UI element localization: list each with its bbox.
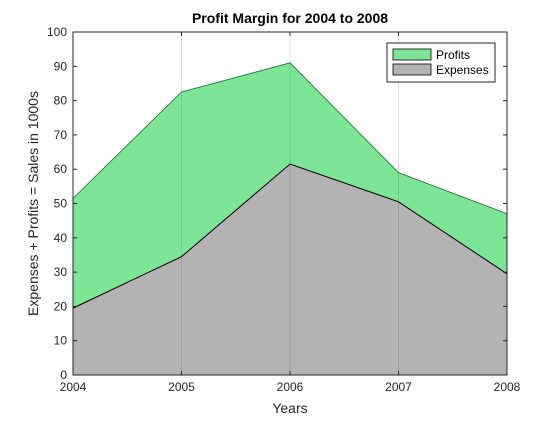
legend-label-expenses: Expenses	[436, 63, 489, 77]
area-layer	[72, 62, 508, 375]
x-axis-label: Years	[272, 400, 307, 416]
expenses-line	[72, 163, 508, 309]
y-tick-label: 40	[54, 231, 68, 245]
x-tick-label: 2006	[277, 380, 304, 394]
y-tick-label: 60	[54, 162, 68, 176]
y-tick-label: 0	[60, 368, 67, 382]
expenses-area	[73, 164, 507, 375]
y-tick-label: 90	[54, 59, 68, 73]
chart-title: Profit Margin for 2004 to 2008	[192, 10, 388, 26]
legend-swatch-profits	[392, 48, 432, 61]
legend-label-profits: Profits	[436, 48, 470, 62]
y-tick-label: 10	[54, 334, 68, 348]
x-tick-label: 2007	[385, 380, 412, 394]
y-tick-label: 50	[54, 197, 68, 211]
tick-layer: 2004 2005 2006 2007 2008 0 10 20 30 40 50 60 70 80 90 1…	[47, 25, 521, 394]
x-tick-label: 2005	[168, 380, 195, 394]
x-tick-label: 2004	[60, 380, 87, 394]
profits-area	[73, 62, 507, 309]
y-tick-label: 20	[54, 299, 68, 313]
y-tick-label: 30	[54, 265, 68, 279]
y-tick-label: 80	[54, 94, 68, 108]
y-tick-label: 70	[54, 128, 68, 142]
profits-line	[72, 62, 508, 215]
x-tick-label: 2008	[494, 380, 521, 394]
y-axis-label: Expenses + Profits = Sales in 1000s	[25, 91, 41, 316]
y-tick-label: 100	[47, 25, 67, 39]
grid-overlay	[181, 32, 399, 375]
legend-swatch-expenses	[392, 63, 432, 76]
